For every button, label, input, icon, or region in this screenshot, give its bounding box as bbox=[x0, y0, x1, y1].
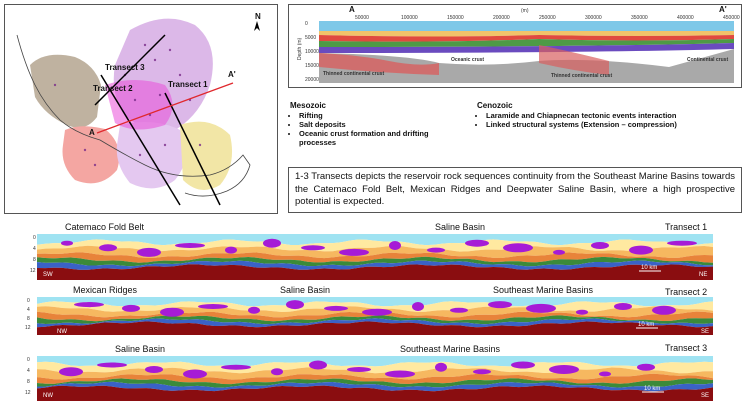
crust-label-3: Thinned continental crust bbox=[551, 73, 612, 79]
transect-2-left-end: NW bbox=[57, 329, 67, 335]
transect-1-scale: 10 km bbox=[641, 265, 657, 271]
transect-1-canvas: Catemaco Fold Belt Saline Basin Transect… bbox=[30, 222, 713, 280]
svg-text:0: 0 bbox=[27, 357, 30, 363]
map-label-transect-1: Transect 1 bbox=[168, 80, 208, 89]
map-label-transect-3: Transect 3 bbox=[105, 63, 145, 72]
transect-2-right-end: SE bbox=[701, 329, 709, 335]
cenozoic-item: Linked structural systems (Extension – c… bbox=[486, 120, 707, 129]
mesozoic-item: Rifting bbox=[299, 111, 460, 120]
crust-label-4: Continental crust bbox=[687, 57, 728, 63]
crust-label-1: Thinned continental crust bbox=[323, 71, 384, 77]
crust-x-tick: 150000 bbox=[447, 15, 464, 21]
svg-text:4: 4 bbox=[33, 246, 36, 252]
transect-2-canvas: Mexican Ridges Saline Basin Southeast Ma… bbox=[25, 285, 713, 335]
map-transect-3-line bbox=[100, 74, 181, 206]
transect-2-title: Transect 2 bbox=[665, 287, 707, 297]
crust-section-panel: A (m) A' 50000 100000 150000 200000 250000 30… bbox=[288, 4, 742, 88]
crust-x-tick: 50000 bbox=[355, 15, 369, 21]
svg-text:0: 0 bbox=[27, 298, 30, 304]
map-transect-1-line bbox=[164, 92, 221, 206]
mesozoic-block: Mesozoic Rifting Salt deposits Oceanic c… bbox=[290, 101, 460, 147]
map-transect-2-line bbox=[94, 34, 166, 106]
location-map: N Transect 3 Transect 2 Transect 1 A A' bbox=[4, 4, 278, 214]
transect-1-left-end: SW bbox=[43, 272, 53, 278]
crust-section-canvas: A (m) A' 50000 100000 150000 200000 250000 30… bbox=[297, 5, 740, 83]
mesozoic-title: Mesozoic bbox=[290, 101, 327, 110]
mesozoic-item: Oceanic crust formation and drifting pro… bbox=[299, 129, 460, 147]
transect-1-label-1: Catemaco Fold Belt bbox=[65, 222, 145, 232]
transect-3-label-2: Southeast Marine Basins bbox=[400, 344, 501, 354]
crust-y-tick: 5000 bbox=[305, 35, 316, 41]
svg-text:4: 4 bbox=[27, 368, 30, 374]
crust-x-tick: 200000 bbox=[493, 15, 510, 21]
transect-3-right-end: SE bbox=[701, 393, 709, 399]
crust-label-2: Oceanic crust bbox=[451, 57, 484, 63]
crust-x-tick: 350000 bbox=[631, 15, 648, 21]
map-section-a-line bbox=[96, 82, 234, 134]
transect-1-panel: Catemaco Fold Belt Saline Basin Transect… bbox=[25, 220, 715, 282]
transect-2-label-1: Mexican Ridges bbox=[73, 285, 138, 295]
crust-y-tick: 15000 bbox=[305, 63, 319, 69]
crust-y-tick: 0 bbox=[305, 21, 308, 27]
crust-x-tick: 400000 bbox=[677, 15, 694, 21]
svg-text:8: 8 bbox=[27, 316, 30, 322]
map-label-a: A bbox=[89, 128, 95, 137]
cenozoic-block: Cenozoic Laramide and Chiapnecan tectoni… bbox=[477, 101, 707, 129]
transect-3-canvas: Saline Basin Southeast Marine Basins Tra… bbox=[25, 343, 713, 401]
transect-1-label-2: Saline Basin bbox=[435, 222, 485, 232]
svg-text:8: 8 bbox=[33, 257, 36, 263]
svg-text:12: 12 bbox=[25, 325, 31, 331]
crust-x-tick: 100000 bbox=[401, 15, 418, 21]
transect-3-panel: Saline Basin Southeast Marine Basins Tra… bbox=[25, 340, 715, 404]
crust-start-label: A bbox=[349, 5, 355, 14]
transect-2-label-2: Saline Basin bbox=[280, 285, 330, 295]
map-label-transect-2: Transect 2 bbox=[93, 84, 133, 93]
transect-1-title: Transect 1 bbox=[665, 222, 707, 232]
svg-text:12: 12 bbox=[25, 390, 31, 396]
transect-3-left-end: NW bbox=[43, 393, 53, 399]
transect-3-title: Transect 3 bbox=[665, 343, 707, 353]
crust-y-tick: 20000 bbox=[305, 77, 319, 83]
map-label-a-prime: A' bbox=[228, 70, 236, 79]
transect-2-scale: 10 km bbox=[638, 322, 654, 328]
svg-text:12: 12 bbox=[30, 268, 36, 274]
crust-y-tick: 10000 bbox=[305, 49, 319, 55]
transect-2-label-3: Southeast Marine Basins bbox=[493, 285, 594, 295]
transect-2-panel: Mexican Ridges Saline Basin Southeast Ma… bbox=[25, 283, 715, 338]
svg-text:8: 8 bbox=[27, 379, 30, 385]
mesozoic-item: Salt deposits bbox=[299, 120, 460, 129]
cenozoic-item: Laramide and Chiapnecan tectonic events … bbox=[486, 111, 707, 120]
map-canvas: N Transect 3 Transect 2 Transect 1 A A' bbox=[5, 5, 277, 213]
crust-x-tick: 450000 bbox=[723, 15, 740, 21]
description-box: 1-3 Transects depicts the reservoir rock… bbox=[288, 167, 742, 213]
crust-y-label: Depth (m) bbox=[297, 37, 303, 60]
transect-1-right-end: NE bbox=[699, 272, 707, 278]
svg-text:4: 4 bbox=[27, 307, 30, 313]
transect-3-scale: 10 km bbox=[644, 386, 660, 392]
svg-text:N: N bbox=[255, 12, 261, 21]
svg-text:0: 0 bbox=[33, 235, 36, 241]
description-text: 1-3 Transects depicts the reservoir rock… bbox=[295, 171, 735, 207]
crust-x-tick: 300000 bbox=[585, 15, 602, 21]
cenozoic-title: Cenozoic bbox=[477, 101, 513, 110]
crust-x-tick: 250000 bbox=[539, 15, 556, 21]
crust-x-unit: (m) bbox=[521, 8, 529, 14]
transect-3-label-1: Saline Basin bbox=[115, 344, 165, 354]
crust-end-label: A' bbox=[719, 5, 727, 14]
